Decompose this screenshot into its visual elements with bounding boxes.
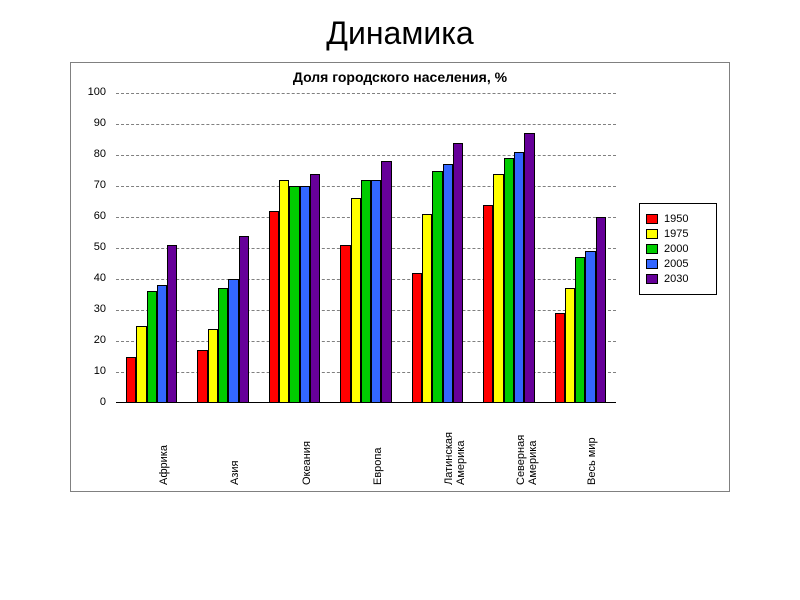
legend-swatch xyxy=(646,229,658,239)
grid-line xyxy=(116,124,616,125)
bar xyxy=(361,180,371,403)
legend-label: 2005 xyxy=(664,258,688,270)
x-tick-label: Океания xyxy=(301,405,313,485)
y-tick-label: 90 xyxy=(76,117,106,129)
bar xyxy=(483,205,493,403)
bar xyxy=(157,285,167,403)
y-tick-label: 20 xyxy=(76,334,106,346)
bar xyxy=(218,288,228,403)
bar xyxy=(340,245,350,403)
bar xyxy=(412,273,422,403)
grid-line xyxy=(116,93,616,94)
bar xyxy=(514,152,524,403)
chart-title: Доля городского населения, % xyxy=(71,69,729,85)
x-tick-label: Африка xyxy=(158,405,170,485)
bar xyxy=(351,198,361,403)
y-tick-label: 50 xyxy=(76,241,106,253)
legend-label: 2030 xyxy=(664,273,688,285)
bar xyxy=(493,174,503,403)
bar xyxy=(555,313,565,403)
bar xyxy=(136,326,146,404)
y-tick-label: 0 xyxy=(76,396,106,408)
bar xyxy=(596,217,606,403)
bar xyxy=(585,251,595,403)
x-tick-label: Весь мир xyxy=(586,405,598,485)
bar xyxy=(126,357,136,404)
bar xyxy=(300,186,310,403)
legend-swatch xyxy=(646,244,658,254)
bar xyxy=(228,279,238,403)
legend-item: 1950 xyxy=(646,213,710,225)
plot-area: 0102030405060708090100АфрикаАзияОкеанияЕ… xyxy=(116,93,616,403)
legend-label: 2000 xyxy=(664,243,688,255)
y-tick-label: 10 xyxy=(76,365,106,377)
bar xyxy=(147,291,157,403)
legend-item: 2005 xyxy=(646,258,710,270)
y-tick-label: 100 xyxy=(76,86,106,98)
chart-frame: Доля городского населения, % 01020304050… xyxy=(70,62,730,492)
x-tick-label: Европа xyxy=(372,405,384,485)
bar xyxy=(208,329,218,403)
legend-item: 2030 xyxy=(646,273,710,285)
bar xyxy=(310,174,320,403)
bar xyxy=(289,186,299,403)
legend-swatch xyxy=(646,274,658,284)
bar xyxy=(239,236,249,403)
bar xyxy=(575,257,585,403)
grid-line xyxy=(116,155,616,156)
bar xyxy=(524,133,534,403)
bar xyxy=(422,214,432,403)
x-tick-label: Азия xyxy=(229,405,241,485)
y-tick-label: 60 xyxy=(76,210,106,222)
x-tick-label: Латинская Америка xyxy=(443,405,467,485)
bar xyxy=(197,350,207,403)
legend-item: 2000 xyxy=(646,243,710,255)
page-title: Динамика xyxy=(0,15,800,52)
y-tick-label: 80 xyxy=(76,148,106,160)
y-tick-label: 40 xyxy=(76,272,106,284)
bar xyxy=(371,180,381,403)
bar xyxy=(453,143,463,403)
legend-swatch xyxy=(646,259,658,269)
legend: 1950 1975 2000 2005 2030 xyxy=(639,203,717,295)
bar xyxy=(269,211,279,403)
bar xyxy=(381,161,391,403)
bar xyxy=(565,288,575,403)
bar xyxy=(167,245,177,403)
legend-label: 1950 xyxy=(664,213,688,225)
y-tick-label: 30 xyxy=(76,303,106,315)
bar xyxy=(432,171,442,404)
bar xyxy=(443,164,453,403)
y-tick-label: 70 xyxy=(76,179,106,191)
x-tick-label: Северная Америка xyxy=(515,405,539,485)
legend-item: 1975 xyxy=(646,228,710,240)
bar xyxy=(279,180,289,403)
bar xyxy=(504,158,514,403)
honeycomb-decoration xyxy=(0,525,800,600)
legend-label: 1975 xyxy=(664,228,688,240)
legend-swatch xyxy=(646,214,658,224)
